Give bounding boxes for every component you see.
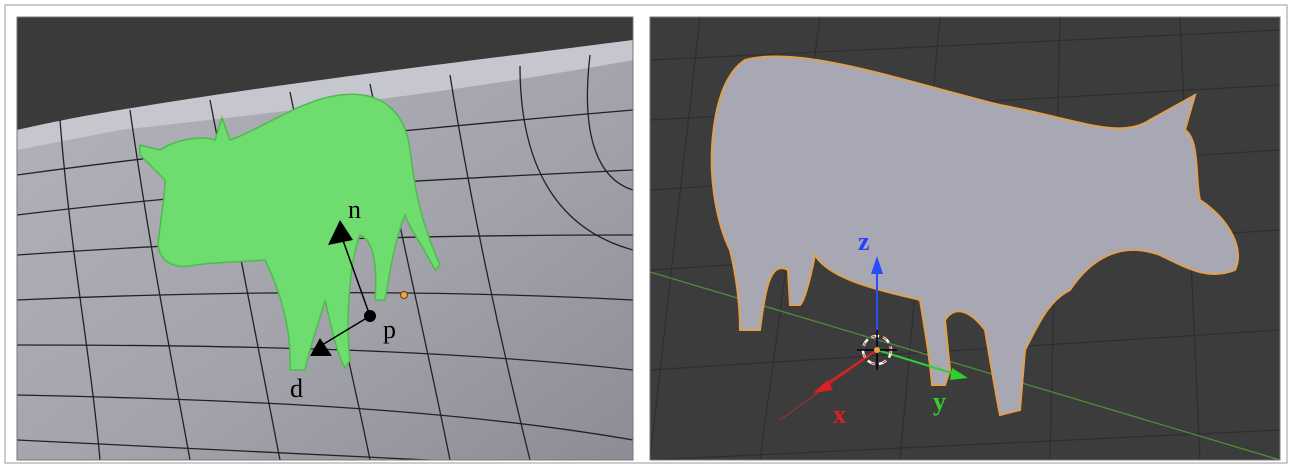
origin-dot	[874, 347, 880, 353]
vectors	[310, 220, 408, 356]
direction-line	[321, 315, 371, 346]
left-panel: n p d	[17, 17, 633, 460]
gray-cow	[710, 55, 1240, 417]
transform-gizmo	[813, 256, 968, 393]
label-p: p	[383, 315, 396, 344]
label-x: x	[833, 400, 846, 429]
right-panel-border	[649, 16, 1281, 461]
direction-arrowhead	[310, 338, 332, 356]
normal-arrowhead	[328, 220, 353, 245]
background-dark	[17, 17, 633, 130]
y-arrowhead	[950, 368, 968, 380]
origin-dot	[400, 291, 408, 299]
left-panel-border	[16, 16, 634, 461]
surface-rim	[17, 40, 633, 150]
label-y: y	[933, 387, 946, 416]
right-panel: z x y	[650, 17, 1280, 460]
point-marker	[364, 310, 376, 322]
green-cow	[139, 93, 441, 371]
x-arrow	[824, 349, 878, 386]
label-z: z	[858, 227, 870, 256]
normal-line	[339, 231, 371, 317]
label-d: d	[290, 374, 303, 403]
label-n: n	[348, 195, 361, 224]
x-arrowhead	[813, 380, 833, 393]
z-arrowhead	[871, 256, 883, 274]
